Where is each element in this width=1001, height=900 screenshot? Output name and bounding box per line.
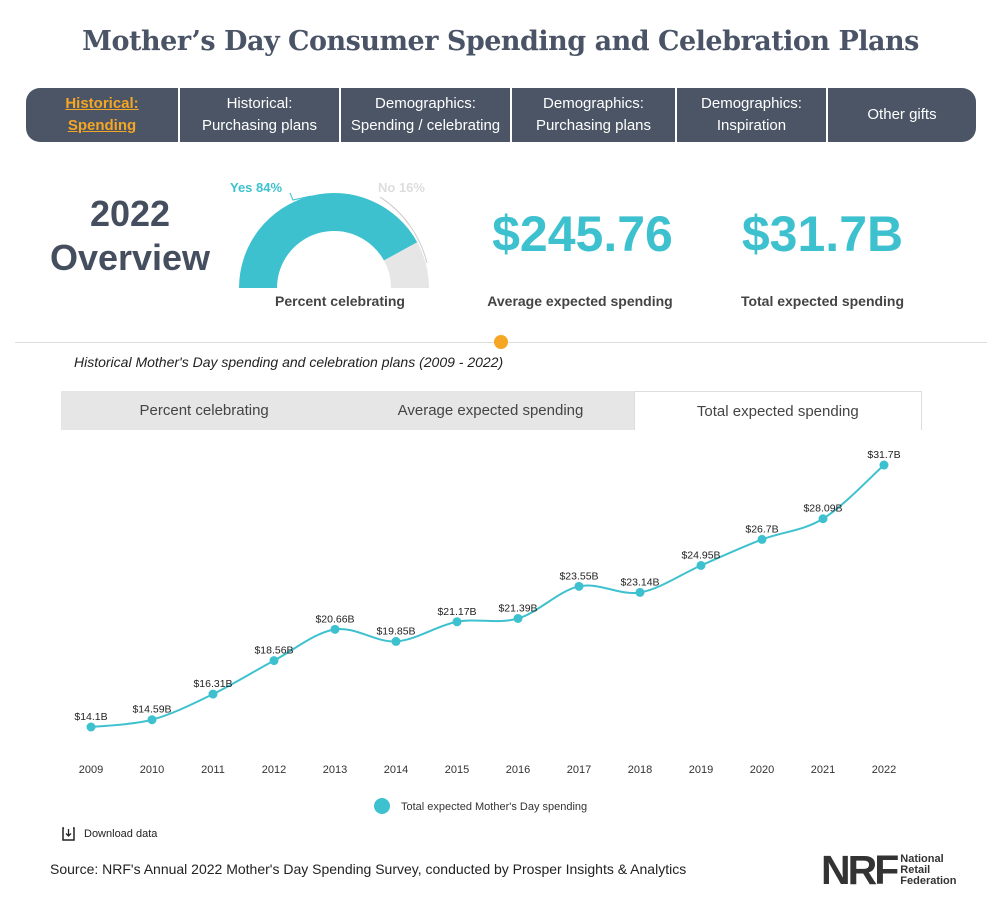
data-label: $23.55B: [559, 570, 598, 582]
x-tick-label: 2016: [506, 764, 530, 776]
data-point: [635, 587, 645, 597]
download-icon: [62, 827, 75, 841]
chart-tab-percent[interactable]: Percent celebrating: [139, 402, 269, 419]
gauge-no-leader: [379, 196, 428, 264]
avg-spending-label: Average expected spending: [487, 293, 673, 309]
data-point: [391, 636, 401, 646]
x-tick-label: 2019: [689, 764, 713, 776]
overview-word: Overview: [49, 237, 211, 278]
x-tick-label: 2013: [323, 764, 347, 776]
chart-tab-total[interactable]: Total expected spending: [633, 391, 922, 430]
data-label: $16.31B: [193, 678, 232, 690]
source-note: Source: NRF's Annual 2022 Mother's Day S…: [50, 861, 687, 877]
x-tick-label: 2021: [811, 764, 835, 776]
gauge-no-arc: [383, 242, 429, 288]
x-tick-label: 2009: [79, 764, 103, 776]
gauge: Yes 84% No 16%: [230, 180, 429, 288]
data-label: $14.1B: [74, 711, 107, 723]
nav-label: Historical:: [226, 95, 293, 112]
nav-tab-historical-purchasing[interactable]: Historical: Purchasing plans: [178, 88, 339, 142]
logo-mark: NRF: [821, 847, 899, 893]
avg-spending-value: $245.76: [492, 206, 673, 262]
section-nav: Historical: Spending Historical: Purchasin…: [26, 88, 976, 142]
x-tick-label: 2018: [628, 764, 652, 776]
nrf-logo: NRF National Retail Federation: [821, 847, 957, 893]
nav-tab-other-gifts[interactable]: Other gifts: [826, 88, 976, 142]
gauge-yes-leader: [289, 192, 312, 201]
x-tick-label: 2011: [201, 764, 225, 776]
line-chart: $14.1B 2009 $14.59B 2010 $16.31B 2011 $18.56B 2…: [74, 449, 901, 814]
data-label: $28.09B: [803, 503, 842, 515]
data-point: [757, 534, 767, 544]
nav-tab-historical-spending[interactable]: Historical: Spending: [26, 88, 178, 142]
logo-text: Retail: [900, 863, 931, 876]
data-point: [574, 581, 584, 591]
x-tick-label: 2010: [140, 764, 164, 776]
nav-label: Spending / celebrating: [350, 117, 501, 134]
nav-tab-demographics-inspiration[interactable]: Demographics: Inspiration: [675, 88, 826, 142]
nav-label: Inspiration: [716, 117, 787, 134]
data-label: $21.17B: [437, 606, 476, 618]
data-point: [513, 613, 523, 623]
nav-label: Demographics:: [375, 95, 476, 112]
nav-tab-demographics-purchasing[interactable]: Demographics: Purchasing plans: [510, 88, 675, 142]
page-title: Mother’s Day Consumer Spending and Celeb…: [82, 26, 919, 57]
chart-tab-average[interactable]: Average expected spending: [397, 402, 584, 419]
data-label: $20.66B: [315, 613, 354, 625]
nav-label: Historical:: [65, 95, 139, 112]
total-spending-value: $31.7B: [741, 206, 904, 262]
overview-heading: 2022 Overview: [30, 192, 230, 280]
nav-label: Spending: [67, 117, 137, 134]
data-point: [879, 460, 889, 470]
overview-year: 2022: [89, 193, 171, 234]
x-tick-label: 2017: [567, 764, 591, 776]
total-spending-label: Total expected spending: [740, 293, 905, 309]
slider-handle[interactable]: [494, 335, 508, 349]
gauge-label: Percent celebrating: [275, 293, 405, 309]
nav-tab-demographics-spending[interactable]: Demographics: Spending / celebrating: [339, 88, 510, 142]
gauge-yes-label: Yes 84%: [230, 180, 282, 195]
gauge-no-label: No 16%: [378, 180, 425, 195]
nav-label: Purchasing plans: [535, 117, 652, 134]
chart-subtitle: Historical Mother's Day spending and cel…: [74, 354, 504, 370]
data-point: [86, 722, 96, 732]
data-point: [818, 514, 828, 524]
x-tick-label: 2012: [262, 764, 286, 776]
data-point: [269, 656, 279, 666]
x-tick-label: 2022: [872, 764, 896, 776]
nav-label: Demographics:: [701, 95, 802, 112]
data-label: $18.56B: [254, 645, 293, 657]
logo-text: Federation: [900, 874, 957, 887]
data-label: $23.14B: [620, 576, 659, 588]
data-point: [452, 617, 462, 627]
x-tick-label: 2015: [445, 764, 469, 776]
download-button[interactable]: Download data: [62, 827, 157, 841]
chart-tabs: Percent celebrating Average expected spe…: [61, 391, 922, 430]
nav-label: Demographics:: [543, 95, 644, 112]
legend-label: Total expected Mother's Day spending: [401, 801, 587, 813]
download-label: Download data: [84, 828, 158, 840]
logo-text: National: [900, 852, 944, 865]
data-point: [208, 689, 218, 699]
data-label: $26.7B: [745, 523, 778, 535]
x-tick-label: 2020: [750, 764, 774, 776]
data-point: [147, 715, 157, 725]
nav-label: Other gifts: [867, 106, 937, 123]
data-label: $19.85B: [376, 625, 415, 637]
data-point: [696, 560, 706, 570]
nav-label: Purchasing plans: [201, 117, 318, 134]
data-label: $31.7B: [867, 449, 900, 461]
legend-marker: [374, 798, 390, 814]
data-label: $14.59B: [132, 704, 171, 716]
data-label: $21.39B: [498, 602, 537, 614]
data-point: [330, 624, 340, 634]
data-label: $24.95B: [681, 549, 720, 561]
x-tick-label: 2014: [384, 764, 408, 776]
gauge-yes-arc: [239, 192, 418, 288]
